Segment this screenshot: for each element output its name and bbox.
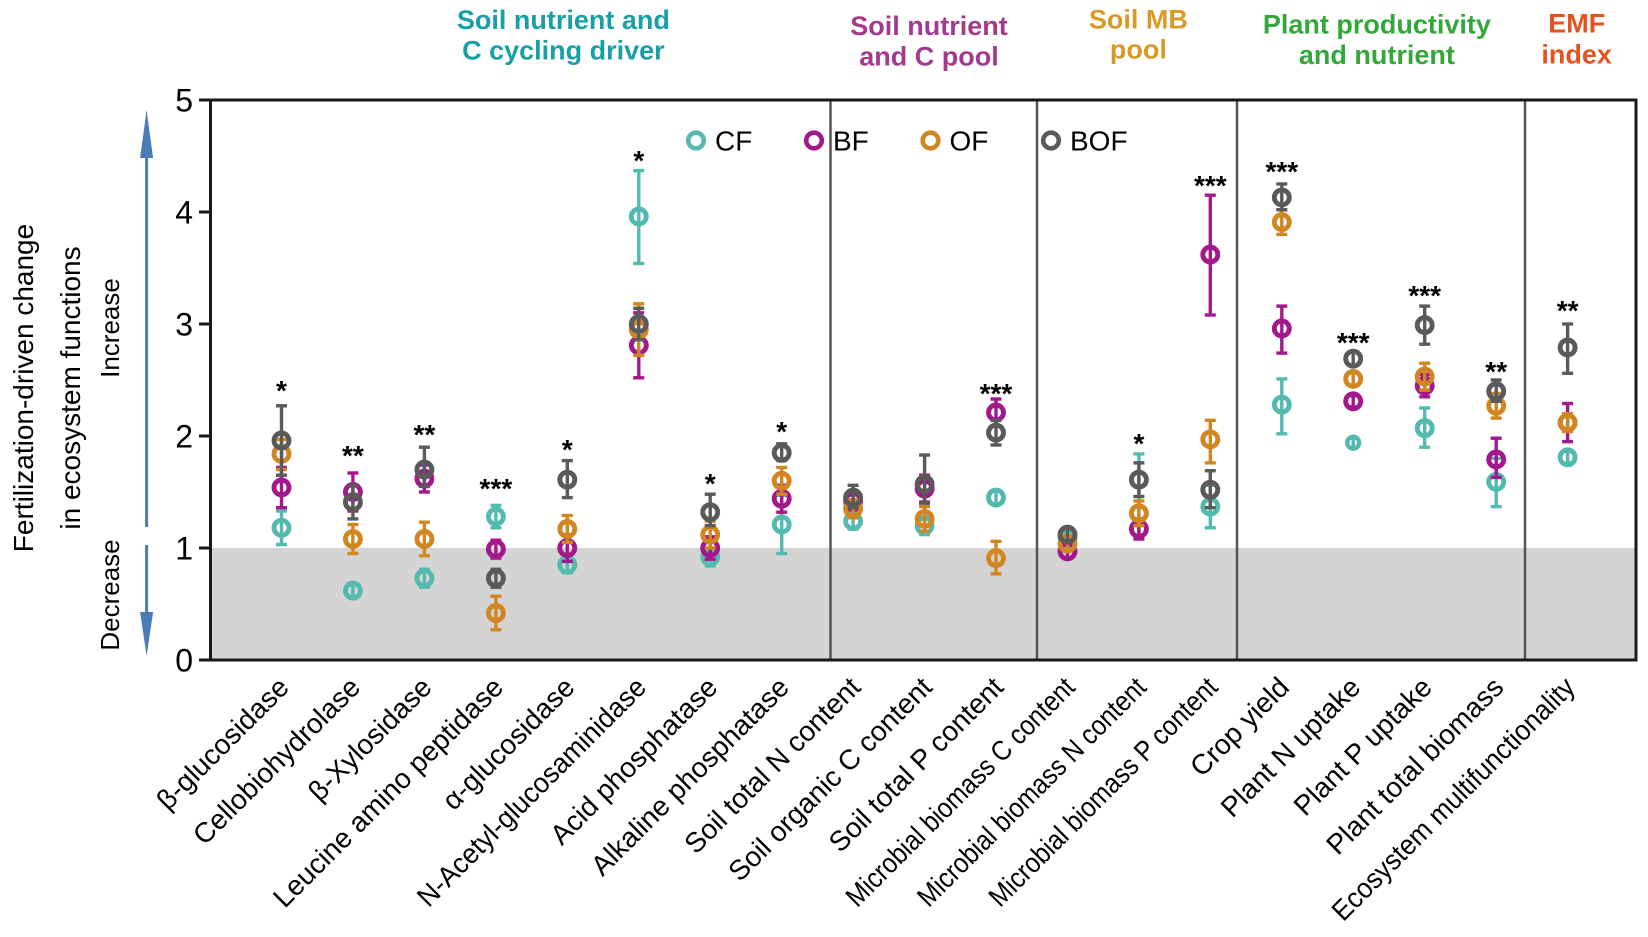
svg-text:3: 3 xyxy=(175,307,193,343)
svg-text:Plant productivity: Plant productivity xyxy=(1263,10,1491,40)
svg-text:**: ** xyxy=(342,440,364,471)
svg-text:*: * xyxy=(1133,428,1144,459)
svg-text:*: * xyxy=(776,416,787,447)
svg-text:4: 4 xyxy=(175,195,193,231)
svg-text:CF: CF xyxy=(715,126,752,157)
svg-text:pool: pool xyxy=(1110,35,1167,65)
svg-text:*: * xyxy=(705,468,716,499)
svg-text:***: *** xyxy=(1337,327,1370,358)
svg-text:***: *** xyxy=(480,473,513,504)
svg-text:***: *** xyxy=(980,378,1013,409)
svg-text:*: * xyxy=(562,434,573,465)
svg-text:1: 1 xyxy=(175,531,193,567)
svg-text:in ecosystem functions: in ecosystem functions xyxy=(55,246,86,529)
svg-text:*: * xyxy=(276,375,287,406)
svg-text:C cycling driver: C cycling driver xyxy=(462,36,665,66)
svg-text:**: ** xyxy=(1485,356,1507,387)
svg-text:***: *** xyxy=(1265,156,1298,187)
svg-text:***: *** xyxy=(1194,170,1227,201)
svg-text:*: * xyxy=(633,145,644,176)
svg-text:5: 5 xyxy=(175,83,193,119)
svg-text:index: index xyxy=(1541,40,1612,70)
svg-text:OF: OF xyxy=(950,126,989,157)
svg-text:EMF: EMF xyxy=(1548,9,1605,39)
svg-text:BF: BF xyxy=(833,126,869,157)
svg-text:***: *** xyxy=(1408,280,1441,311)
svg-text:0: 0 xyxy=(175,643,193,679)
svg-text:Decrease: Decrease xyxy=(95,539,125,650)
svg-text:Soil nutrient: Soil nutrient xyxy=(850,11,1008,41)
svg-text:and C pool: and C pool xyxy=(859,42,998,72)
svg-text:and nutrient: and nutrient xyxy=(1299,40,1455,70)
svg-text:BOF: BOF xyxy=(1070,126,1128,157)
svg-text:**: ** xyxy=(414,419,436,450)
svg-text:Soil MB: Soil MB xyxy=(1089,5,1188,35)
svg-text:**: ** xyxy=(1557,295,1579,326)
svg-text:Soil nutrient and: Soil nutrient and xyxy=(457,5,670,35)
svg-text:Fertilization-driven change: Fertilization-driven change xyxy=(8,224,39,552)
svg-text:2: 2 xyxy=(175,419,193,455)
svg-text:Increase: Increase xyxy=(95,278,125,378)
